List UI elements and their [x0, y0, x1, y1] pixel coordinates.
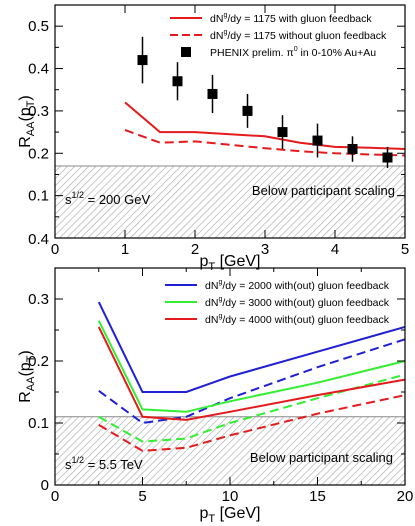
series-line [124, 101, 406, 150]
top-y-axis-label: RAA(pT) [17, 95, 37, 148]
y-tick-label: 0.2 [28, 353, 49, 370]
legend-label: dNg/dy = 2000 with(out) gluon feedback [205, 279, 390, 292]
top-x-axis-label: pT [GeV] [200, 253, 261, 273]
data-point [242, 105, 253, 116]
data-point [312, 135, 323, 146]
y-tick-label: 0.4 [28, 61, 49, 78]
data-point [382, 152, 393, 163]
x-tick-label: 10 [222, 488, 239, 505]
legend-label: dNg/dy = 3000 with(out) gluon feedback [205, 296, 390, 309]
bottom-energy-annotation: s1/2 = 5.5 TeV [65, 455, 143, 472]
top-band-label: Below participant scaling [252, 183, 395, 198]
top-series-group [124, 101, 406, 157]
y-tick-label: 0.5 [28, 18, 49, 35]
bottom-ticks: 0 5 10 15 20 0 0.1 0.2 0.3 [28, 268, 413, 505]
bottom-series-group [97, 301, 406, 452]
top-ticks: 0 1 2 3 4 5 0.1 0.2 0.3 0.4 0.5 0.4 [28, 4, 409, 258]
data-point [207, 88, 218, 99]
series-line [124, 129, 406, 157]
top-shaded-band [55, 165, 405, 238]
legend-marker [181, 47, 191, 57]
data-point [277, 127, 288, 138]
x-tick-label: 5 [401, 241, 409, 258]
x-tick-label: 1 [121, 241, 129, 258]
top-energy-annotation: s1/2 = 200 GeV [65, 190, 150, 207]
legend-label: dNg/dy = 4000 with(out) gluon feedback [205, 313, 390, 326]
bottom-shaded-band [55, 416, 405, 485]
bottom-x-axis-label: pT [GeV] [200, 505, 261, 525]
x-tick-label: 4 [331, 241, 339, 258]
y-tick-label-origin: 0.4 [28, 231, 49, 248]
top-panel: 0 1 2 3 4 5 0.1 0.2 0.3 0.4 0.5 0.4 dNg/dy = 1175 w… [17, 4, 409, 273]
bottom-legend: dNg/dy = 2000 with(out) gluon feedback dN… [165, 279, 390, 326]
bottom-panel: 0 5 10 15 20 0 0.1 0.2 0.3 dNg/dy = 2000 with(ou… [17, 267, 413, 525]
bottom-y-axis-label: RAA(pT) [17, 350, 37, 403]
legend-label: PHENIX prelim. π0 in 0-10% Au+Au [210, 46, 376, 59]
series-line [97, 326, 406, 421]
y-tick-label: 0.1 [28, 188, 49, 205]
y-tick-label: 0.2 [28, 145, 49, 162]
x-tick-label: 20 [397, 488, 414, 505]
legend-label: dNg/dy = 1175 with gluon feedback [210, 12, 372, 25]
x-tick-label: 0 [51, 241, 59, 258]
series-line [97, 301, 406, 393]
y-tick-label: 0.3 [28, 291, 49, 308]
series-line [98, 338, 406, 425]
x-tick-label: 15 [309, 488, 326, 505]
x-tick-label: 5 [138, 488, 146, 505]
y-tick-label: 0.3 [28, 103, 49, 120]
series-line [98, 373, 406, 443]
y-tick-label: 0.1 [28, 415, 49, 432]
data-point [137, 55, 148, 66]
x-tick-label: 2 [191, 241, 199, 258]
legend-label: dNg/dy = 1175 without gluon feedback [210, 29, 387, 42]
top-plot-frame [54, 4, 406, 239]
x-tick-label: 3 [261, 241, 269, 258]
top-legend: dNg/dy = 1175 with gluon feedback dNg/dy … [170, 12, 387, 59]
top-data-points [137, 36, 393, 169]
bottom-band-label: Below participant scaling [250, 450, 393, 465]
x-tick-label: 0 [51, 488, 59, 505]
data-point [347, 144, 358, 155]
series-line [98, 394, 406, 452]
series-line [97, 320, 406, 413]
y-tick-label: 0 [41, 477, 49, 494]
data-point [172, 76, 183, 87]
